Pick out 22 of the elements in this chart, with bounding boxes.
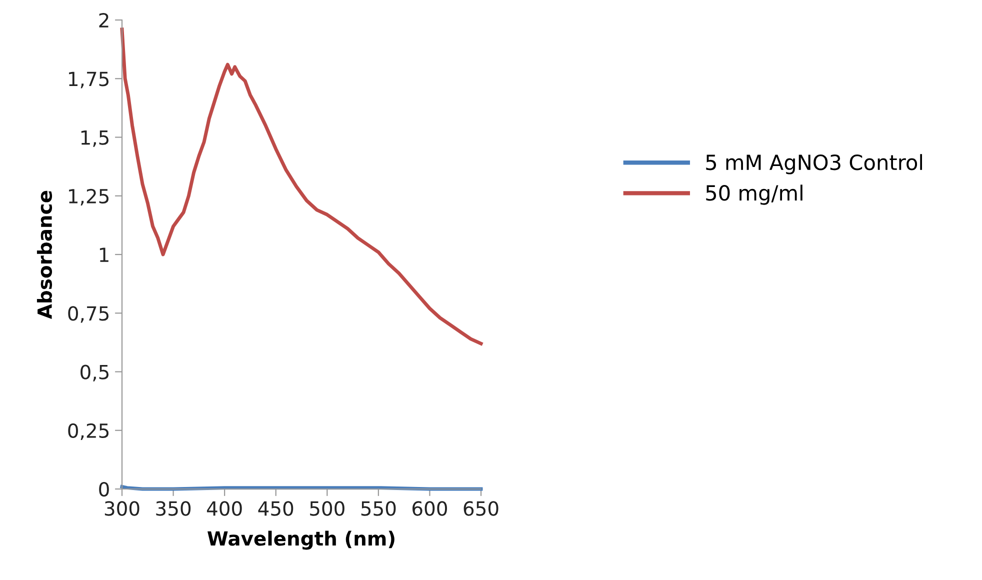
y-axis-title: Absorbance <box>36 190 52 319</box>
y-tick-label: 0,5 <box>80 364 108 382</box>
legend-label: 50 mg/ml <box>706 184 802 205</box>
y-tick-label: 0,25 <box>68 423 108 440</box>
x-tick-label: 400 <box>206 501 242 516</box>
y-tick-label: 1,25 <box>69 188 108 206</box>
y-tick-label: 1,5 <box>81 130 108 147</box>
x-tick-label: 650 <box>464 501 498 516</box>
x-tick-label: 300 <box>104 501 140 516</box>
x-tick-label: 350 <box>156 501 191 516</box>
y-tick-label: 0,75 <box>68 306 108 323</box>
legend-label: 5 mM AgNO3 Control <box>706 154 922 174</box>
y-tick-label: 2 <box>99 12 108 28</box>
x-tick-label: 600 <box>412 501 447 516</box>
x-axis-title: Wavelength (nm) <box>208 530 394 550</box>
y-tick-label: 1,75 <box>69 72 108 88</box>
x-tick-label: 500 <box>310 501 344 516</box>
line-series <box>120 28 483 346</box>
x-tick-label: 450 <box>258 501 294 516</box>
x-tick-label: 550 <box>361 501 396 516</box>
y-tick-label: 1 <box>100 248 108 262</box>
y-tick-label: 0 <box>99 482 109 497</box>
